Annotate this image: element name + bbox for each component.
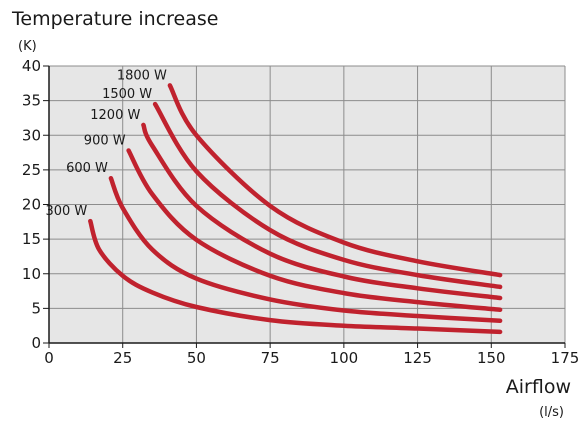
series-label-1200w: 1200 W [90, 108, 140, 123]
series-lines [88, 83, 503, 335]
x-tick-label-175: 175 [551, 349, 580, 367]
series-line-1800w [167, 83, 503, 278]
y-tick-label-0: 0 [31, 334, 41, 352]
x-tick-label-50: 50 [187, 349, 206, 367]
x-tick-labels: 0 25 50 75 100 125 150 175 [44, 343, 579, 367]
x-axis-title: Airflow [506, 376, 571, 398]
y-tick-label-35: 35 [22, 92, 41, 110]
series-line-300w [88, 218, 503, 335]
series-line-600w [108, 175, 503, 324]
y-tick-label-25: 25 [22, 161, 41, 179]
x-tick-label-75: 75 [261, 349, 280, 367]
series-line-1200w [141, 122, 503, 301]
y-axis-unit: (K) [18, 39, 37, 54]
x-tick-label-0: 0 [44, 349, 54, 367]
chart-title: Temperature increase [11, 8, 218, 30]
series-label-1500w: 1500 W [102, 87, 152, 102]
x-tick-label-150: 150 [477, 349, 506, 367]
y-tick-label-40: 40 [22, 57, 41, 75]
y-tick-label-5: 5 [31, 299, 41, 317]
x-tick-label-100: 100 [330, 349, 359, 367]
series-line-900w [126, 148, 503, 313]
y-tick-label-30: 30 [22, 126, 41, 144]
series-label-300w: 300 W [45, 204, 87, 219]
series-label-1800w: 1800 W [117, 68, 167, 83]
y-tick-label-20: 20 [22, 196, 41, 214]
series-label-600w: 600 W [66, 161, 108, 176]
y-tick-label-10: 10 [22, 265, 41, 283]
grid-lines [49, 65, 566, 343]
x-axis-unit: (l/s) [539, 405, 564, 420]
y-tick-labels: 0 5 10 15 20 25 30 35 40 [22, 57, 49, 352]
y-tick-label-15: 15 [22, 230, 41, 248]
series-label-900w: 900 W [84, 133, 126, 148]
series-labels: 300 W 600 W 900 W 1200 W 1500 W 1800 W [45, 68, 167, 219]
series-line-1500w [152, 101, 503, 290]
x-tick-label-25: 25 [113, 349, 132, 367]
x-tick-label-125: 125 [403, 349, 432, 367]
